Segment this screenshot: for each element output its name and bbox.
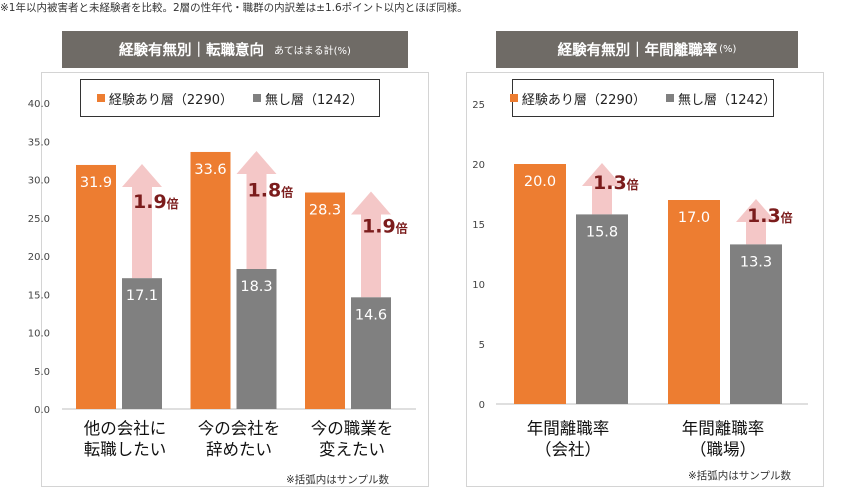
chart1-label-experienced-2: 17.0 <box>678 210 710 226</box>
chart0-label-experienced-2: 33.6 <box>194 162 226 178</box>
right-cat-2-line2: （職場） <box>690 440 756 459</box>
left-cat-label-1: 他の会社に 転職したい <box>70 418 180 460</box>
legend-swatch-experienced <box>96 94 105 102</box>
chart1-ytick-0: 0 <box>479 400 485 411</box>
chart0-arrow-1 <box>122 163 162 279</box>
chart0-ytick-30.0: 30.0 <box>28 176 50 187</box>
chart0-multiplier-1: 1.9倍 <box>133 191 179 213</box>
chart0-bar-none-1 <box>122 278 162 409</box>
chart0-label-experienced-3: 28.3 <box>309 203 341 219</box>
left-cat-label-3: 今の職業を 変えたい <box>297 418 407 460</box>
chart1-ytick-20: 20 <box>472 160 485 171</box>
right-cat-label-2: 年間離職率 （職場） <box>658 418 788 460</box>
chart0-ytick-35.0: 35.0 <box>28 137 50 148</box>
chart1-ytick-5: 5 <box>479 340 485 351</box>
chart0-bar-none-2 <box>236 269 277 409</box>
chart0-bar-experienced-3 <box>305 192 345 409</box>
left-footnote: ※括弧内はサンプル数 <box>286 474 389 486</box>
left-chart-subtitle: あてはまる計(%) <box>274 46 351 57</box>
chart0-label-none-1: 17.1 <box>126 288 158 304</box>
left-cat-3-line2: 変えたい <box>319 440 385 459</box>
chart1-multiplier-1: 1.3倍 <box>593 172 639 194</box>
left-chart-title-bar: 経験有無別｜転職意向 あてはまる計(%) <box>62 31 408 68</box>
chart1-bar-none-2 <box>730 244 782 404</box>
chart0-label-none-3: 14.6 <box>355 307 387 323</box>
right-chart-title: 経験有無別｜年間離職率 <box>557 43 718 59</box>
chart0-bar-none-3 <box>351 297 391 409</box>
chart0-label-experienced-1: 31.9 <box>80 175 112 191</box>
chart0-ytick-15.0: 15.0 <box>28 290 50 301</box>
left-cat-3-line1: 今の職業を <box>310 419 394 438</box>
right-cat-label-1: 年間離職率 （会社） <box>503 418 633 460</box>
chart0-multiplier-3: 1.9倍 <box>362 215 408 237</box>
right-cat-1-line1: 年間離職率 <box>526 419 610 438</box>
left-cat-1-line2: 転職したい <box>83 440 167 459</box>
chart0-label-none-2: 18.3 <box>240 279 272 295</box>
legend-experienced: 経験あり層（2290） <box>96 89 233 108</box>
right-cat-2-line1: 年間離職率 <box>681 419 765 438</box>
chart0-bar-experienced-2 <box>190 151 231 409</box>
legend-label-experienced: 経験あり層（2290） <box>108 92 233 108</box>
legend-none: 無し層（1242） <box>253 89 363 108</box>
right-cat-1-line2: （会社） <box>535 440 601 459</box>
left-cat-label-2: 今の会社を 辞めたい <box>184 418 294 460</box>
top-note: ※1年以内被害者と未経験者を比較。2層の性年代・職群の内訳差は±1.6ポイント以… <box>0 2 468 14</box>
chart0-ytick-0.0: 0.0 <box>34 405 50 416</box>
legend-none-right: 無し層（1242） <box>666 89 776 108</box>
right-footnote: ※括弧内はサンプル数 <box>688 470 791 482</box>
left-chart-legend: 経験あり層（2290） 無し層（1242） <box>80 79 380 117</box>
chart1-label-none-1: 15.8 <box>586 224 618 240</box>
chart1-bar-experienced-2 <box>668 200 720 404</box>
chart0-arrow-3 <box>351 191 391 298</box>
chart0-multiplier-2: 1.8倍 <box>248 179 294 201</box>
chart0-ytick-25.0: 25.0 <box>28 214 50 225</box>
chart1-label-experienced-1: 20.0 <box>524 174 556 190</box>
legend-swatch-none <box>253 94 261 102</box>
chart0-arrow-2 <box>236 150 277 270</box>
chart1-bar-none-1 <box>576 214 628 404</box>
left-cat-2-line2: 辞めたい <box>206 440 272 459</box>
chart1-ytick-10: 10 <box>472 280 485 291</box>
legend-experienced-right: 経験あり層（2290） <box>509 89 646 108</box>
right-chart-legend: 経験あり層（2290） 無し層（1242） <box>509 79 776 117</box>
legend-label-none-right: 無し層（1242） <box>678 92 777 108</box>
chart1-label-none-2: 13.3 <box>740 254 772 270</box>
left-cat-1-line1: 他の会社に <box>83 419 167 438</box>
legend-swatch-none-right <box>666 94 674 102</box>
chart1-arrow-1 <box>582 163 622 215</box>
chart0-ytick-5.0: 5.0 <box>34 367 50 378</box>
chart0-bar-experienced-1 <box>76 164 116 409</box>
right-chart-title-bar: 経験有無別｜年間離職率 (%) <box>496 31 798 68</box>
chart1-ytick-25: 25 <box>472 100 485 111</box>
chart0-ytick-10.0: 10.0 <box>28 329 50 340</box>
legend-label-experienced-right: 経験あり層（2290） <box>521 92 646 108</box>
chart1-ytick-15: 15 <box>472 220 485 231</box>
left-cat-2-line1: 今の会社を <box>197 419 281 438</box>
chart1-arrow-2 <box>736 199 776 245</box>
chart1-multiplier-2: 1.3倍 <box>747 205 793 227</box>
legend-label-none: 無し層（1242） <box>265 92 364 108</box>
right-chart-unit: (%) <box>719 44 737 55</box>
chart1-bar-experienced-1 <box>514 164 566 404</box>
left-chart-title: 経験有無別｜転職意向 <box>119 43 265 59</box>
chart0-ytick-40.0: 40.0 <box>28 99 50 110</box>
legend-swatch-experienced-right <box>509 94 518 102</box>
chart0-ytick-20.0: 20.0 <box>28 252 50 263</box>
